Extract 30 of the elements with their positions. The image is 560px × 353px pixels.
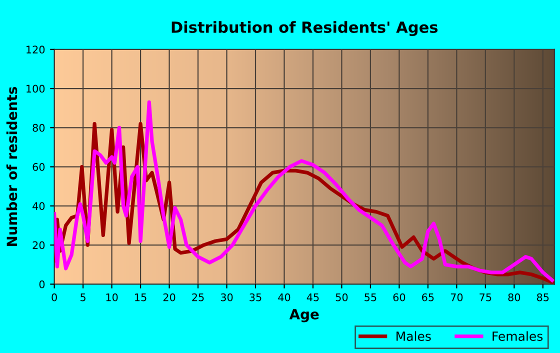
- x-tick-label: 15: [135, 294, 146, 302]
- x-tick-label: 85: [536, 293, 549, 302]
- x-tick-label: 80: [508, 293, 520, 302]
- x-tick-label: 55: [364, 294, 376, 302]
- y-tick-label: 40: [32, 202, 45, 210]
- x-tick-label: 40: [278, 293, 290, 302]
- x-tick-label: 30: [220, 293, 233, 302]
- x-tick-label: 0: [52, 293, 57, 302]
- y-tick-label: 80: [32, 124, 45, 132]
- x-tick-label: 75: [480, 294, 492, 302]
- x-tick-label: 50: [336, 293, 348, 302]
- x-tick-label: 5: [80, 294, 86, 302]
- legend-label: Females: [492, 331, 543, 341]
- y-tick-label: 100: [26, 84, 45, 93]
- x-tick-label: 65: [422, 293, 434, 302]
- chart-title: Distribution of Residents' Ages: [172, 21, 438, 36]
- y-tick-label: 20: [32, 241, 45, 250]
- y-tick-label: 60: [32, 163, 45, 171]
- x-tick-label: 35: [250, 293, 262, 302]
- x-tick-label: 60: [393, 293, 406, 302]
- x-tick-label: 10: [106, 293, 118, 302]
- x-tick-label: 20: [163, 293, 176, 302]
- x-tick-label: 25: [192, 293, 204, 302]
- x-axis-title: Age: [289, 309, 319, 322]
- x-tick-label: 45: [306, 294, 319, 302]
- legend-label: Males: [396, 331, 431, 341]
- x-tick-label: 70: [450, 293, 463, 302]
- y-tick-label: 0: [39, 280, 45, 288]
- y-axis-title: Number of residents: [6, 87, 18, 246]
- y-tick-label: 120: [26, 46, 45, 54]
